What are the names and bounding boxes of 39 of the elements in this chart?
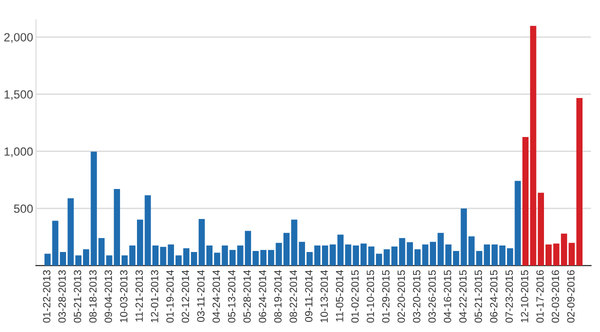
x-tick-label: 05-28-2014 [243, 270, 251, 323]
x-tick-label: 10-03-2013 [120, 270, 128, 322]
x-tick-label: 03-26-2015 [428, 270, 436, 323]
x-tick-label: 05-13-2014 [228, 270, 236, 323]
x-tick-label: 08-22-2014 [290, 270, 298, 323]
x-tick-label: 09-04-2013 [104, 270, 112, 323]
x-tick-label: 01-29-2015 [382, 270, 390, 323]
x-tick-label: 03-28-2013 [58, 270, 66, 323]
x-tick-label: 03-20-2015 [412, 270, 420, 323]
x-tick-label: 05-21-2013 [74, 270, 82, 323]
y-tick-label: 1,500 [4, 90, 33, 100]
x-tick-label: 04-24-2014 [212, 270, 220, 323]
x-tick-label: 01-22-2013 [42, 270, 50, 323]
x-tick-label: 02-03-2016 [552, 270, 560, 323]
x-tick-label: 02-20-2015 [398, 270, 405, 323]
x-tick-label: 12-10-2015 [520, 270, 528, 322]
x-tick-label: 11-05-2014 [336, 270, 344, 322]
y-tick-label: 2,000 [4, 33, 33, 43]
x-tick-label: 08-18-2013 [89, 270, 97, 323]
x-tick-label: 06-24-2014 [258, 270, 266, 323]
x-tick-label: 02-09-2016 [567, 270, 575, 323]
x-tick-label: 03-11-2014 [197, 270, 205, 322]
x-tick-label: 09-11-2014 [305, 270, 312, 322]
x-tick-label: 01-02-2015 [351, 270, 359, 323]
x-tick-label: 01-19-2014 [166, 270, 174, 323]
x-tick-label: 12-01-2013 [150, 270, 158, 322]
x-tick-label: 02-12-2014 [182, 270, 190, 323]
x-tick-label: 01-17-2016 [536, 270, 544, 323]
x-tick-label: 04-22-2015 [459, 270, 467, 323]
y-tick-label: 500 [14, 204, 33, 213]
x-tick-label: 07-23-2015 [505, 270, 513, 323]
x-tick-label: 10-13-2014 [320, 270, 328, 322]
x-tick-label: 06-24-2015 [490, 270, 498, 323]
y-tick-label: 1,000 [4, 147, 33, 158]
x-tick-label: 08-19-2014 [274, 270, 282, 323]
x-tick-label: 01-10-2015 [366, 270, 374, 323]
x-tick-label: 05-21-2015 [474, 270, 482, 323]
x-tick-label: 11-21-2013 [135, 270, 143, 322]
x-tick-label: 04-16-2015 [444, 270, 452, 323]
